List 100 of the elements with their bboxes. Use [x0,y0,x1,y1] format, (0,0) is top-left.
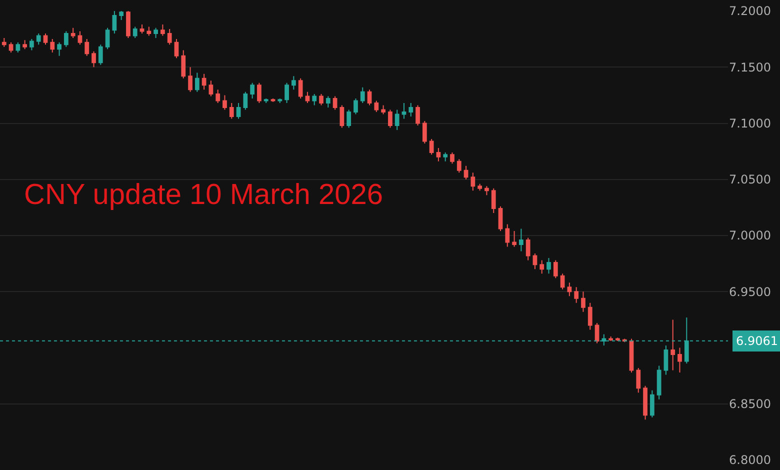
candlestick [581,291,586,312]
candlestick [50,38,55,54]
candlestick [8,42,14,54]
candlestick [270,98,276,102]
candlestick [402,102,406,120]
candlestick [608,336,613,342]
y-tick-label: 6.8000 [729,453,771,468]
candlestick [636,367,641,394]
candlestick [574,286,579,304]
candlestick [208,80,214,97]
candlestick [167,28,172,46]
candlestick [202,73,206,90]
annotation: CNY update 10 March 2026 [24,179,383,211]
candlestick [505,224,510,248]
candlestick [36,32,41,46]
y-tick-label: 6.8500 [729,397,771,412]
candlestick [456,158,462,174]
y-tick-label: 7.0500 [729,172,771,187]
candlestick [181,50,186,79]
candlestick [222,94,227,110]
candlestick [436,147,441,162]
candlestick [312,94,317,106]
candlestick [319,94,324,106]
candlestick [326,96,330,108]
candlestick [132,26,138,38]
candlestick [532,252,538,270]
candlestick [126,11,130,38]
candlestick [540,260,544,274]
candlestick [367,89,372,106]
candlestick [2,37,6,48]
candlestick [64,30,68,48]
candlestick [650,390,654,418]
y-tick-label: 6.9500 [729,284,771,299]
candlestick [381,104,386,115]
candlestick [450,152,454,164]
candlestick [354,98,358,115]
candlestick [243,91,248,110]
candlestick [656,365,662,400]
candlestick [140,24,144,34]
y-tick-label: 7.2000 [729,4,771,18]
candlestick [491,188,496,214]
candlestick [518,228,524,252]
candlestick [105,27,110,50]
candlestick [422,120,427,144]
candlestick [84,38,90,56]
candlestick [567,282,572,297]
candlestick [346,109,352,128]
candlestick [512,230,516,248]
candlestick [229,102,234,120]
candlestick [408,102,414,118]
candlestick [291,76,296,90]
candlestick [30,38,34,51]
y-tick-label: 7.1500 [729,60,771,74]
candlestick [264,98,268,104]
y-tick-label: 7.1000 [729,116,771,130]
candlestick [470,172,476,192]
candlestick [257,82,262,104]
y-tick-label: 7.0000 [729,228,771,243]
candlestick [119,11,124,20]
candlestick [374,100,379,113]
candlestick [146,26,152,36]
candlestick [284,82,289,104]
candlestick [70,27,76,38]
candlestick [443,152,448,162]
candlestick [174,38,179,59]
candlestick [57,42,62,56]
candlestick [464,165,468,180]
candlestick [340,104,344,128]
candlestick [484,186,489,196]
candlestick [154,27,158,38]
candlestick [92,50,96,68]
candlestick [98,44,103,66]
candlestick [546,257,551,274]
candlestick [188,66,192,92]
candlestick [388,109,392,128]
candlestick [298,78,303,100]
candlestick [394,109,400,130]
candlestick [678,347,682,373]
candlestick [670,319,676,371]
candlestick [643,385,648,420]
candlestick [236,102,241,120]
candlestick [112,11,117,34]
candlestick [588,302,592,330]
candlestick [332,96,338,110]
candlestick [160,24,165,36]
candlestick [429,138,434,156]
candlestick [194,72,200,92]
candlestick [216,89,220,104]
candlestick [360,86,365,104]
candlestick [616,337,620,342]
ref-line-label: 6.9061 [736,334,778,348]
candlestick [553,260,558,279]
candlestick [250,82,255,100]
candlestick [526,237,530,261]
candlestick [278,98,282,104]
candlestick [22,40,28,50]
candlestick [560,273,565,290]
candlestick [478,183,482,192]
candlestick [498,206,503,232]
candlestick [78,30,82,46]
